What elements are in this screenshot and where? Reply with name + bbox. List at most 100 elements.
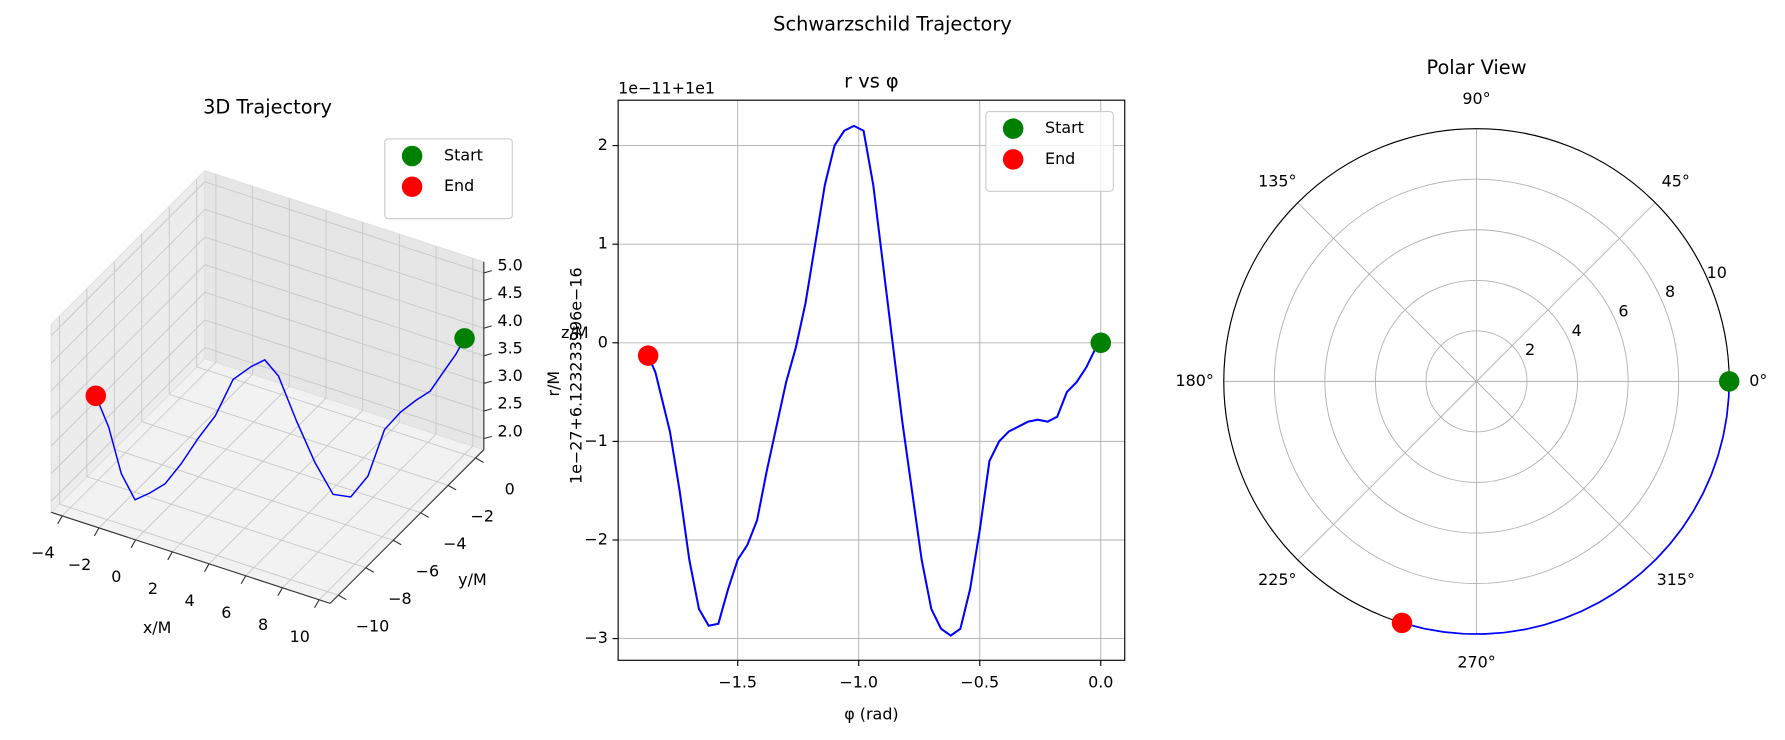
r-tick-label: 2 — [1525, 340, 1535, 359]
figure-title: Schwarzschild Trajectory — [773, 13, 1012, 36]
grid-line — [204, 181, 484, 274]
grid-line — [204, 319, 484, 412]
x-axis-label: φ (rad) — [844, 704, 898, 723]
x-tick-label: −4 — [31, 543, 54, 562]
legend-marker — [401, 176, 423, 197]
axis-line — [51, 511, 331, 604]
grid-line — [50, 236, 206, 392]
tick-mark — [277, 587, 283, 597]
tick-mark — [475, 457, 484, 463]
chart-title: Polar View — [1426, 56, 1526, 79]
z-tick-label: 4.0 — [497, 311, 522, 330]
offset-text: 1e−11+1e1 — [618, 78, 715, 97]
grid-line — [50, 291, 206, 447]
y-tick-label: 1 — [598, 234, 608, 253]
z-tick-label: 5.0 — [497, 256, 522, 275]
z-tick-label: 2.5 — [497, 394, 522, 413]
x-tick-label: 0.0 — [1088, 673, 1113, 692]
theta-tick-label: 270° — [1457, 653, 1495, 672]
point-marker — [85, 385, 107, 407]
tick-mark — [314, 599, 320, 609]
z-axis-label: z/M — [561, 323, 588, 342]
legend-marker — [1002, 118, 1024, 139]
legend-marker — [1002, 149, 1024, 170]
y-tick-label: −10 — [356, 617, 390, 636]
theta-tick-label: 225° — [1258, 570, 1296, 589]
legend-marker — [401, 145, 423, 167]
plot-frame — [617, 99, 1126, 661]
grid-line — [204, 264, 484, 357]
y-tick-label: −8 — [388, 589, 411, 608]
legend-label: End — [1045, 149, 1075, 168]
x-tick-label: 2 — [148, 579, 158, 598]
y-tick-label: −3 — [584, 628, 607, 647]
tick-mark — [57, 515, 63, 525]
grid-line — [169, 393, 449, 486]
z-tick-label: 4.5 — [497, 283, 522, 302]
x-tick-label: −1.0 — [839, 673, 878, 692]
tick-mark — [392, 539, 402, 546]
tick-mark — [420, 512, 429, 518]
theta-tick-label: 45° — [1662, 172, 1690, 191]
y-tick-label: 2 — [598, 135, 608, 154]
tick-mark — [483, 297, 492, 302]
grid-line — [50, 347, 206, 502]
grid-line — [135, 385, 290, 541]
tick-mark — [203, 563, 210, 573]
grid-line — [1297, 381, 1477, 561]
r-tick-label: 6 — [1618, 301, 1628, 320]
y-tick-label: −2 — [471, 507, 494, 526]
legend-label: Start — [1045, 118, 1084, 137]
grid-line — [50, 209, 206, 364]
theta-tick-label: 90° — [1462, 89, 1490, 108]
grid-line — [196, 366, 476, 459]
x-tick-label: −1.5 — [718, 673, 757, 692]
point-marker — [1090, 332, 1112, 354]
x-tick-label: −2 — [68, 555, 91, 574]
x-axis-label: x/M — [143, 618, 172, 637]
grid-line — [141, 421, 421, 514]
axis-line — [329, 449, 485, 604]
tick-mark — [338, 594, 347, 601]
grid-line — [1297, 202, 1477, 382]
grid-line — [282, 433, 437, 589]
point-marker — [637, 345, 659, 366]
y-tick-label: −4 — [443, 534, 466, 553]
point-marker — [1391, 612, 1413, 634]
tick-mark — [167, 551, 173, 561]
theta-tick-label: 180° — [1176, 371, 1214, 390]
grid-line — [50, 181, 206, 336]
r-tick-label: 8 — [1665, 282, 1675, 301]
theta-tick-label: 315° — [1657, 570, 1695, 589]
x-tick-label: 8 — [258, 615, 268, 634]
grid-line — [204, 347, 484, 440]
grid-line — [50, 319, 206, 474]
grid-line — [1476, 381, 1656, 561]
point-marker — [1718, 371, 1740, 392]
y-tick-label: 0 — [598, 332, 608, 351]
grid-line — [86, 476, 366, 569]
chart-title: r vs φ — [844, 69, 899, 92]
theta-tick-label: 135° — [1258, 172, 1296, 191]
x-tick-label: 0 — [111, 567, 121, 586]
tick-mark — [483, 270, 492, 274]
x-tick-label: −0.5 — [960, 673, 999, 692]
grid-line — [245, 421, 400, 577]
grid-line — [204, 291, 484, 384]
z-tick-label: 3.5 — [497, 338, 522, 357]
grid-line — [172, 397, 327, 553]
grid-line — [204, 209, 484, 301]
data-line — [647, 124, 1102, 637]
chart-title: 3D Trajectory — [203, 96, 332, 119]
tick-mark — [483, 380, 492, 384]
tick-mark — [483, 435, 492, 440]
tick-mark — [130, 539, 137, 549]
r-tick-label: 10 — [1707, 263, 1727, 282]
tick-mark — [365, 567, 375, 573]
legend-label: End — [444, 176, 474, 195]
grid-line — [50, 264, 206, 419]
grid-line — [59, 503, 339, 596]
trajectory-line — [95, 337, 466, 501]
grid-line — [61, 361, 217, 517]
